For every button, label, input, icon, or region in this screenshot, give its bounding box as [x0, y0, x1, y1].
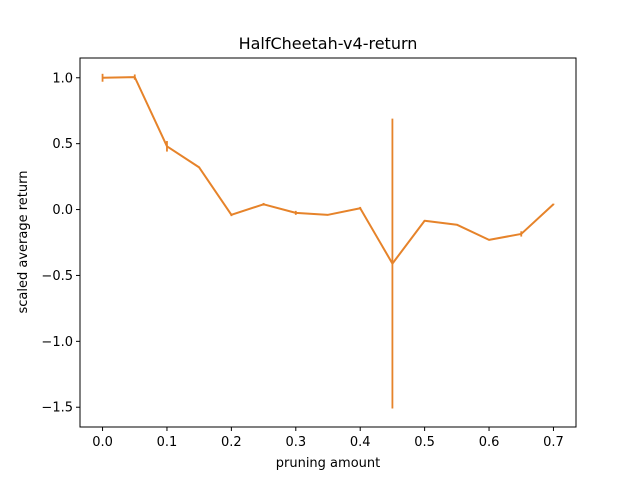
y-tick-label: 0.0 — [52, 203, 73, 218]
x-tick-label: 0.5 — [414, 435, 435, 450]
y-axis-ticks: 1.0 0.5 0.0 −0.5 −1.0 −1.5 — [41, 71, 80, 416]
y-axis-label: scaled average return — [16, 171, 31, 314]
x-tick-label: 0.1 — [157, 435, 178, 450]
y-tick-label: 1.0 — [52, 71, 73, 86]
series-line — [102, 76, 555, 265]
y-tick-label: −0.5 — [41, 269, 73, 284]
x-axis-label: pruning amount — [276, 456, 380, 471]
plot-area — [79, 57, 577, 428]
x-axis-ticks: 0.0 0.1 0.2 0.3 0.4 0.5 0.6 0.7 — [92, 427, 564, 450]
x-tick-label: 0.6 — [479, 435, 500, 450]
x-tick-label: 0.2 — [221, 435, 242, 450]
y-tick-label: −1.5 — [41, 401, 73, 416]
y-tick-label: −1.0 — [41, 335, 73, 350]
x-tick-label: 0.4 — [350, 435, 371, 450]
x-tick-label: 0.0 — [92, 435, 113, 450]
y-tick-label: 0.5 — [52, 137, 73, 152]
x-tick-label: 0.3 — [285, 435, 306, 450]
x-tick-label: 0.7 — [543, 435, 564, 450]
chart-title: HalfCheetah-v4-return — [239, 34, 418, 53]
